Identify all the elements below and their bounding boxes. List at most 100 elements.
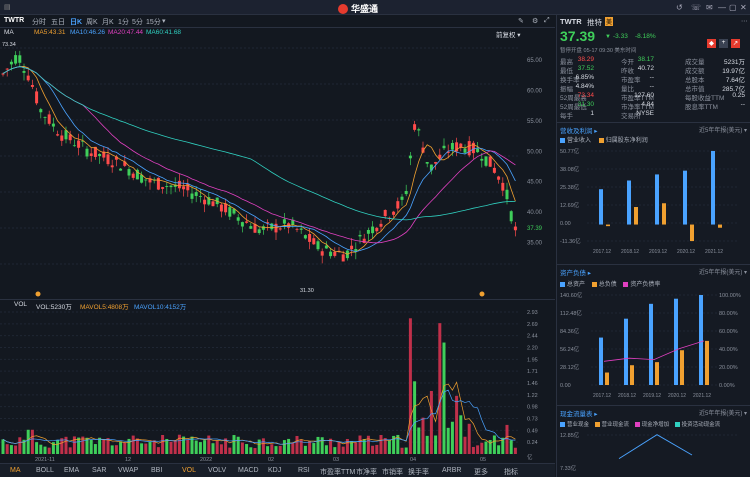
share-icon[interactable]: ↗ [731, 39, 740, 48]
revenue-section-title[interactable]: 营收及利润 ▸ [560, 128, 598, 135]
service-icon[interactable]: ☏ [691, 3, 702, 12]
candle-body [505, 189, 509, 200]
candle-body [446, 151, 450, 153]
indicator-tab-15[interactable]: ARBR [442, 467, 462, 474]
indicator-tab-10[interactable]: RSI [298, 467, 310, 474]
tab-weekly-k[interactable]: 周K [86, 19, 98, 26]
indicator-tab-14[interactable]: 换手率 [408, 469, 429, 476]
volume-bar [81, 436, 85, 454]
quote-value: -- [740, 101, 745, 108]
close-button[interactable]: ✕ [740, 3, 747, 12]
candle-body [194, 192, 198, 196]
volume-bar [173, 440, 177, 454]
indicator-tab-3[interactable]: SAR [92, 467, 107, 474]
candle-body [219, 204, 223, 212]
mail-icon[interactable]: ✉ [706, 3, 713, 12]
indicator-tab-16[interactable]: 更多 [474, 469, 488, 476]
cashflow-chart: 12.85亿 7.33亿 [560, 431, 737, 472]
revenue-bar [599, 189, 603, 225]
candle-body [513, 226, 517, 231]
revenue-y-tick: 0.00 [560, 221, 571, 227]
indicator-tab-7[interactable]: VOLV [208, 467, 227, 474]
indicator-tab-17[interactable]: 指标 [504, 469, 518, 476]
balance-period-dropdown[interactable]: 近5年年报(美元) ▾ [698, 270, 747, 276]
volume-chart[interactable]: 2.93 2.69 2.44 2.20 1.95 1.71 1.46 1.22 0.98 0.73… [0, 308, 555, 463]
candle-body [1, 73, 5, 75]
candle-body [450, 142, 454, 150]
legend-net-profit: 归属股东净利润 [598, 137, 648, 144]
revenue-legend: 营业收入 归属股东净利润 [560, 135, 648, 144]
balance-section-title[interactable]: 资产负债 ▸ [560, 270, 592, 277]
tab-1min[interactable]: 1分 [118, 19, 129, 26]
volume-bar [203, 440, 207, 454]
volume-bar [287, 438, 291, 454]
indicator-tab-9[interactable]: KDJ [268, 467, 282, 474]
cashflow-period-dropdown[interactable]: 近5年年报(美元) ▾ [698, 411, 747, 417]
adjust-dropdown[interactable]: 前复权 ▾ [496, 32, 521, 39]
indicator-tab-8[interactable]: MACD [238, 467, 259, 474]
indicator-tab-12[interactable]: 市净率 [356, 469, 377, 476]
volume-bar [236, 436, 240, 454]
indicator-tab-4[interactable]: VWAP [118, 467, 139, 474]
fullscreen-icon[interactable]: ⤢ [544, 17, 550, 24]
tab-5min[interactable]: 5分 [132, 19, 143, 26]
tab-5day[interactable]: 五日 [51, 19, 65, 26]
maximize-button[interactable]: ▢ [729, 3, 737, 12]
panel-more-icon[interactable]: ⋯ [741, 18, 748, 25]
symbol-label: TWTR [4, 17, 25, 24]
volume-bar [308, 441, 312, 454]
indicator-tab-11[interactable]: 市盈率TTM [320, 469, 356, 476]
balance-y2-tick: 60.00% [719, 329, 738, 335]
volume-bar [295, 435, 299, 454]
down-arrow-icon: ▼ [605, 34, 611, 40]
kline-chart[interactable]: 65.00 60.00 55.00 50.00 45.00 40.00 35.00 73.34… [0, 38, 555, 298]
candle-body [186, 183, 190, 191]
ma-legend-title[interactable]: MA [4, 29, 14, 36]
cashflow-section-title[interactable]: 现金流量表 ▸ [560, 411, 598, 418]
candle-body [72, 145, 76, 147]
tab-15min[interactable]: 15分 [146, 19, 161, 26]
volume-bar [240, 442, 244, 454]
volume-bar [72, 436, 76, 454]
quote-label: 市盈率TTM [621, 95, 654, 102]
volume-bar [505, 424, 509, 454]
tab-monthly-k[interactable]: 月K [102, 19, 114, 26]
candle-body [408, 155, 412, 159]
indicator-tab-2[interactable]: EMA [64, 467, 80, 474]
tab-daily-k[interactable]: 日K [70, 19, 83, 26]
quote-value: -- [649, 74, 654, 81]
quote-value: 5231万 [724, 59, 745, 66]
volume-bar [337, 441, 341, 454]
quote-label: 总市值 [685, 86, 705, 93]
quote-value: 19.97亿 [722, 68, 745, 75]
volume-bar [39, 444, 43, 454]
add-watch-icon[interactable]: + [719, 39, 728, 48]
app-menu-icon[interactable]: ▤ [4, 4, 11, 11]
indicator-tab-6[interactable]: VOL [182, 467, 197, 474]
title-bar: ▤ 华盛通 ↺ ☏ ✉ — ▢ ✕ [0, 0, 750, 15]
more-periods-icon[interactable]: ▾ [162, 18, 166, 25]
quote-value: 38.17 [637, 56, 654, 63]
revenue-period-dropdown[interactable]: 近5年年报(美元) ▾ [698, 128, 747, 134]
candle-body [43, 117, 47, 118]
indicator-tab-5[interactable]: BBI [151, 467, 163, 474]
refresh-icon[interactable]: ↺ [676, 3, 683, 12]
indicator-tab-13[interactable]: 市销率 [382, 469, 403, 476]
indicator-tab-0[interactable]: MA [10, 467, 21, 474]
volume-bar [156, 447, 160, 454]
settings-icon[interactable]: ⚙ [532, 18, 539, 25]
volume-bar [215, 440, 219, 454]
candle-body [362, 238, 366, 243]
quote-value: 73.34 [577, 92, 594, 99]
indicator-tab-1[interactable]: BOLL [36, 467, 54, 474]
volume-tick: 2.93 [527, 310, 538, 316]
volume-bar [329, 438, 333, 454]
draw-icon[interactable]: ✎ [518, 18, 524, 25]
tab-intraday[interactable]: 分时 [32, 19, 46, 26]
candle-body [215, 197, 219, 205]
minimize-button[interactable]: — [718, 3, 726, 12]
vol-title[interactable]: VOL [14, 301, 28, 308]
candle-body [484, 156, 488, 166]
volume-bar [375, 444, 379, 454]
alert-icon[interactable]: ◆ [707, 39, 716, 48]
